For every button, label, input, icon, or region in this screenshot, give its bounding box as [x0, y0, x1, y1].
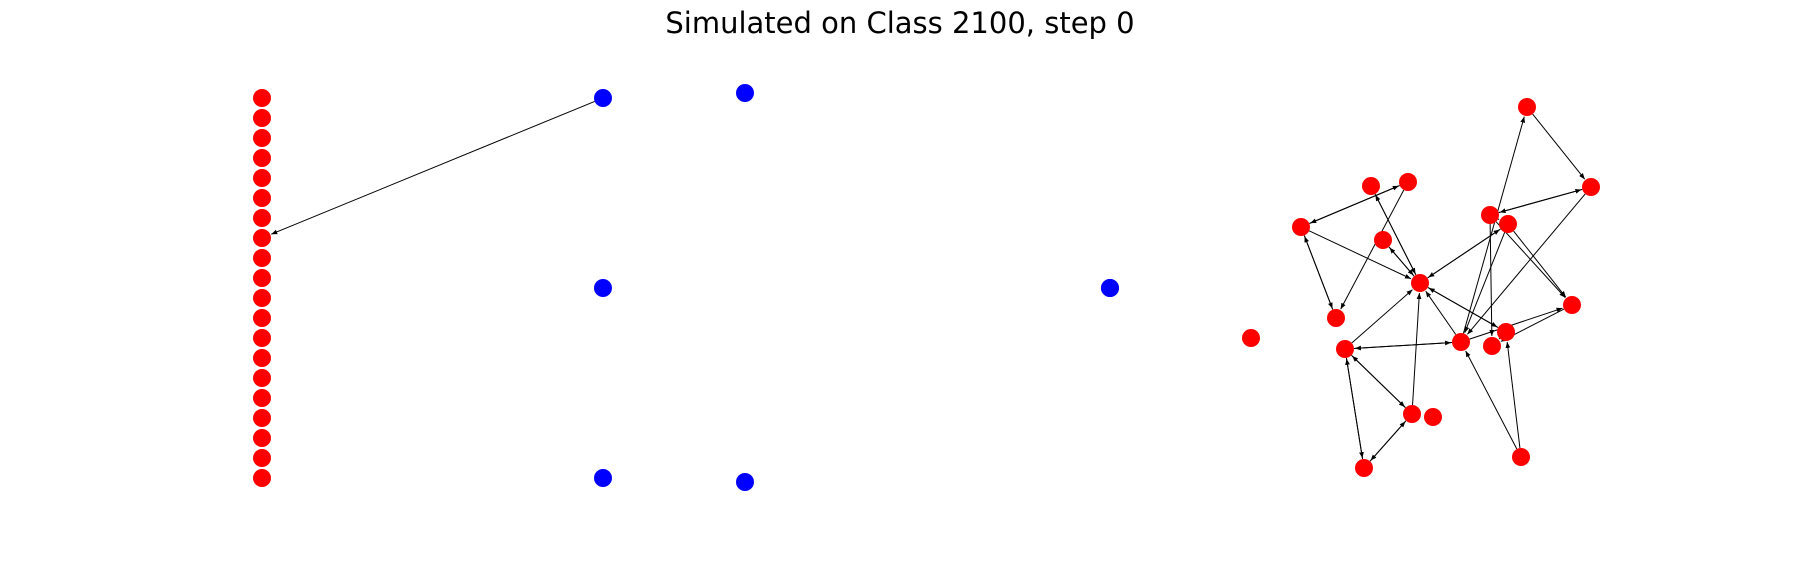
- edge-r19-r9: [1465, 350, 1518, 450]
- node-r4: [1374, 231, 1392, 249]
- node-c0: [253, 89, 271, 107]
- node-b0: [594, 89, 612, 107]
- edge-r4-r7: [1388, 246, 1414, 276]
- edge-r8-r9: [1464, 232, 1506, 333]
- node-r3: [1292, 218, 1310, 236]
- node-r15: [1403, 405, 1421, 423]
- edge-r2-r3: [1310, 185, 1400, 224]
- edge-r6-r14: [1489, 223, 1495, 337]
- chart-title: Simulated on Class 2100, step 0: [665, 6, 1135, 40]
- node-c6: [253, 209, 271, 227]
- node-c1: [253, 109, 271, 127]
- node-b6: [1101, 279, 1119, 297]
- node-c12: [253, 329, 271, 347]
- edge-r3-r7: [1308, 230, 1412, 280]
- node-r13: [1497, 323, 1515, 341]
- edge-r15-r16: [1370, 420, 1407, 461]
- node-c10: [253, 289, 271, 307]
- edge-r10-r3: [1304, 236, 1334, 310]
- node-c19: [253, 469, 271, 487]
- node-r8: [1499, 215, 1517, 233]
- node-r6: [1481, 206, 1499, 224]
- node-r5: [1582, 178, 1600, 196]
- edge-b0-c7: [271, 100, 595, 235]
- node-c11: [253, 309, 271, 327]
- edge-r8-r11: [1513, 230, 1567, 298]
- edge-r12-r7: [1351, 289, 1413, 344]
- node-r2: [1399, 173, 1417, 191]
- edge-r13-r14: [1498, 332, 1506, 340]
- edge-r0-r5: [1532, 113, 1586, 180]
- edge-r5-r9: [1467, 193, 1586, 335]
- node-r1: [1362, 177, 1380, 195]
- node-c7: [253, 229, 271, 247]
- node-b4: [736, 473, 754, 491]
- node-b3: [736, 84, 754, 102]
- edge-r15-r7: [1412, 292, 1422, 406]
- node-r0: [1518, 98, 1536, 116]
- node-r11: [1563, 296, 1581, 314]
- node-r19: [1512, 448, 1530, 466]
- node-r16: [1355, 459, 1373, 477]
- node-r7: [1411, 274, 1429, 292]
- node-r9: [1452, 333, 1470, 351]
- node-c15: [253, 389, 271, 407]
- node-b1: [594, 279, 612, 297]
- node-r18: [1424, 408, 1442, 426]
- node-c5: [253, 189, 271, 207]
- node-c14: [253, 369, 271, 387]
- edge-r19-r13: [1505, 341, 1521, 449]
- edge-r13-r7: [1428, 287, 1499, 328]
- node-r10: [1327, 309, 1345, 327]
- edge-r2-r10: [1340, 189, 1405, 310]
- edge-r8-r7: [1428, 228, 1501, 278]
- node-c16: [253, 409, 271, 427]
- node-c3: [253, 149, 271, 167]
- edge-r12-r9: [1353, 340, 1452, 349]
- node-c8: [253, 249, 271, 267]
- node-b2: [594, 469, 612, 487]
- edge-r1-r7: [1374, 193, 1416, 275]
- edge-r16-r12: [1345, 358, 1364, 460]
- edge-r9-r11: [1469, 307, 1563, 340]
- node-c13: [253, 349, 271, 367]
- node-r12: [1336, 340, 1354, 358]
- edge-r6-r8: [1492, 214, 1500, 220]
- node-r17: [1242, 329, 1260, 347]
- node-c2: [253, 129, 271, 147]
- edge-r6-r5: [1498, 188, 1582, 214]
- node-c17: [253, 429, 271, 447]
- edge-r9-r0: [1462, 116, 1525, 334]
- node-c9: [253, 269, 271, 287]
- node-c4: [253, 169, 271, 187]
- node-r14: [1483, 337, 1501, 355]
- edge-r9-r7: [1425, 290, 1457, 335]
- edge-r15-r12: [1351, 355, 1406, 409]
- node-c18: [253, 449, 271, 467]
